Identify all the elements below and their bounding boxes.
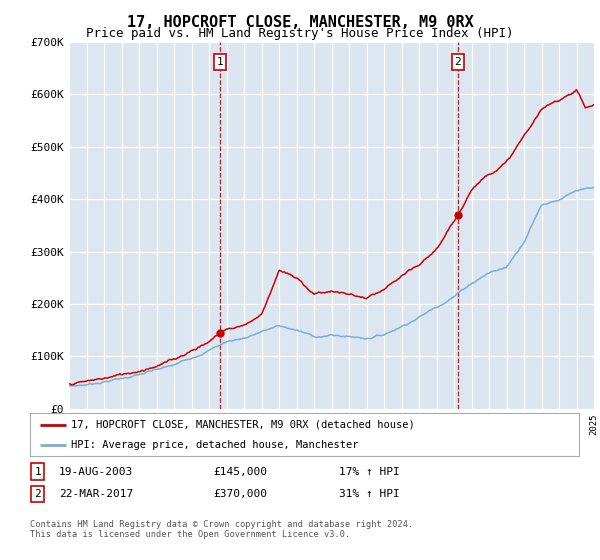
Text: 19-AUG-2003: 19-AUG-2003 [59, 466, 133, 477]
Text: HPI: Average price, detached house, Manchester: HPI: Average price, detached house, Manc… [71, 440, 359, 450]
Text: 2: 2 [454, 57, 461, 67]
Text: £145,000: £145,000 [213, 466, 267, 477]
Text: £370,000: £370,000 [213, 489, 267, 499]
Text: 2: 2 [34, 489, 41, 499]
Text: 1: 1 [34, 466, 41, 477]
Text: 22-MAR-2017: 22-MAR-2017 [59, 489, 133, 499]
Text: Contains HM Land Registry data © Crown copyright and database right 2024.
This d: Contains HM Land Registry data © Crown c… [30, 520, 413, 539]
Text: 1: 1 [217, 57, 223, 67]
Text: 17, HOPCROFT CLOSE, MANCHESTER, M9 0RX: 17, HOPCROFT CLOSE, MANCHESTER, M9 0RX [127, 15, 473, 30]
Text: Price paid vs. HM Land Registry's House Price Index (HPI): Price paid vs. HM Land Registry's House … [86, 27, 514, 40]
Text: 31% ↑ HPI: 31% ↑ HPI [339, 489, 400, 499]
Text: 17, HOPCROFT CLOSE, MANCHESTER, M9 0RX (detached house): 17, HOPCROFT CLOSE, MANCHESTER, M9 0RX (… [71, 419, 415, 430]
Text: 17% ↑ HPI: 17% ↑ HPI [339, 466, 400, 477]
